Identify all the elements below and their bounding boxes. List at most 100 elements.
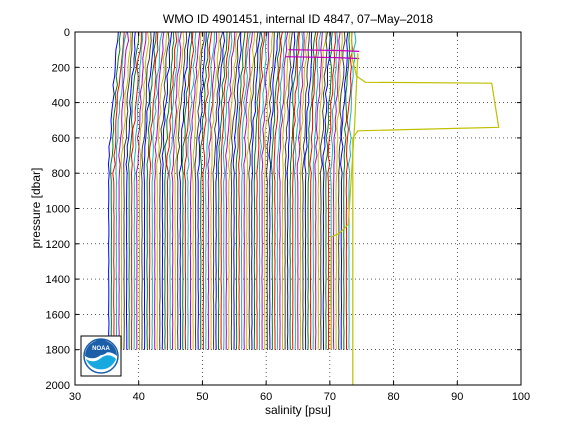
profile-line xyxy=(278,31,289,350)
x-tick-label: 60 xyxy=(260,391,272,403)
profile-line xyxy=(176,31,188,350)
y-tick-label: 1000 xyxy=(46,204,70,216)
profile-line xyxy=(281,31,291,350)
profile-line xyxy=(312,31,322,350)
profile-line xyxy=(171,31,182,350)
profile-line xyxy=(293,31,304,350)
profile-line xyxy=(324,31,333,350)
profile-line xyxy=(133,31,144,350)
profile-line xyxy=(301,31,310,350)
profile-line xyxy=(343,31,351,350)
x-tick-label: 40 xyxy=(133,391,145,403)
profile-line xyxy=(143,31,155,350)
profile-line xyxy=(148,31,159,350)
profile-line xyxy=(151,31,163,350)
profile-line xyxy=(314,31,323,350)
profile-line xyxy=(317,31,327,350)
y-tick-label: 0 xyxy=(64,27,70,39)
y-axis-label: pressure [dbar] xyxy=(29,168,43,249)
profile-line xyxy=(225,31,236,350)
profile-line xyxy=(178,31,191,350)
profile-line xyxy=(158,31,170,350)
profile-line xyxy=(168,31,179,350)
y-tick-label: 200 xyxy=(52,62,70,74)
profile-line xyxy=(191,31,202,350)
profile-line xyxy=(112,31,125,350)
x-tick-label: 90 xyxy=(451,391,463,403)
profile-line xyxy=(217,31,228,350)
profile-line xyxy=(248,31,259,350)
profile-line xyxy=(243,31,253,350)
profile-line xyxy=(222,31,233,350)
profile-line xyxy=(238,31,249,350)
profile-line xyxy=(202,31,213,350)
profile-line xyxy=(183,31,195,350)
profile-line xyxy=(246,31,255,350)
profile-line xyxy=(286,31,296,350)
profile-line xyxy=(284,31,293,350)
y-tick-label: 1800 xyxy=(46,345,70,357)
profile-line xyxy=(135,31,147,350)
profile-line xyxy=(120,32,132,350)
y-tick-label: 2000 xyxy=(46,380,70,392)
profile-line xyxy=(347,31,357,350)
profile-line xyxy=(207,31,218,350)
y-tick-label: 1200 xyxy=(46,239,70,251)
profile-line xyxy=(204,31,215,350)
noaa-logo: NOAA xyxy=(80,335,122,377)
profile-line xyxy=(140,31,152,350)
profile-line xyxy=(189,31,201,350)
logo-bird-icon xyxy=(93,339,109,355)
profile-line xyxy=(304,31,313,350)
logo-wave-shape xyxy=(86,355,116,370)
y-tick-label: 600 xyxy=(52,133,70,145)
profile-line xyxy=(194,31,205,350)
profile-line xyxy=(125,31,136,350)
profile-line xyxy=(289,31,299,350)
profile-line xyxy=(146,31,157,350)
profile-line xyxy=(110,31,121,350)
profile-line xyxy=(307,31,317,350)
x-tick-label: 80 xyxy=(387,391,399,403)
profile-line xyxy=(273,31,283,350)
profile-line xyxy=(270,31,281,350)
profile-line xyxy=(220,31,231,350)
profile-line xyxy=(319,31,328,350)
profile-line xyxy=(299,31,309,350)
chart-title: WMO ID 4901451, internal ID 4847, 07–May… xyxy=(163,12,433,26)
profile-line xyxy=(164,31,175,350)
profile-line xyxy=(127,31,140,350)
profile-line xyxy=(118,31,130,350)
series-lines xyxy=(285,31,500,385)
profile-line xyxy=(240,31,251,350)
profile-line xyxy=(166,31,178,350)
profile-line xyxy=(256,31,265,350)
x-tick-label: 30 xyxy=(69,391,81,403)
profile-line xyxy=(107,31,119,350)
profile-line xyxy=(230,31,241,350)
logo-text: NOAA xyxy=(92,346,110,352)
x-axis-label: salinity [psu] xyxy=(265,403,331,417)
profile-line xyxy=(253,31,264,350)
series-line-2 xyxy=(285,56,360,60)
profile-line xyxy=(340,31,349,350)
profile-line xyxy=(235,31,246,350)
profile-lines xyxy=(107,31,357,350)
profile-line xyxy=(210,31,220,350)
profile-line xyxy=(186,31,197,350)
profile-line xyxy=(265,31,275,350)
profile-line xyxy=(154,31,165,350)
profile-line xyxy=(309,31,319,350)
profile-line xyxy=(292,31,300,350)
profile-line xyxy=(263,31,274,350)
profile-line xyxy=(156,31,168,350)
profile-line xyxy=(335,31,343,350)
y-tick-label: 400 xyxy=(52,98,70,110)
profile-line xyxy=(327,31,337,350)
profile-line xyxy=(322,31,331,350)
profile-line xyxy=(345,31,354,350)
profile-line xyxy=(232,31,242,350)
y-tick-label: 1600 xyxy=(46,309,70,321)
profile-line xyxy=(276,31,286,350)
